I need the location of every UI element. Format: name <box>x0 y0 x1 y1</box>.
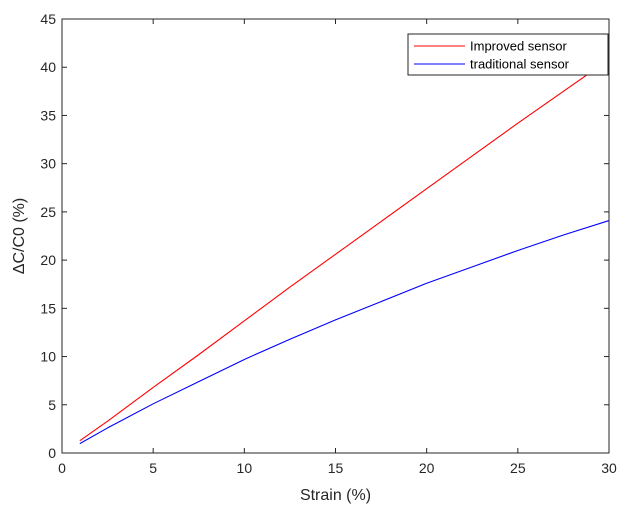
legend-label-traditional-sensor: traditional sensor <box>470 57 570 72</box>
x-tick-label: 30 <box>601 460 617 476</box>
y-tick-label: 10 <box>40 349 56 365</box>
y-axis-title: ΔC/C0 (%) <box>11 198 28 274</box>
x-tick-label: 0 <box>58 460 66 476</box>
legend-label-improved-sensor: Improved sensor <box>470 39 567 54</box>
y-tick-label: 0 <box>48 445 56 461</box>
plot-area <box>62 19 609 453</box>
x-ticks: 0 5 10 15 20 25 30 <box>58 19 617 476</box>
y-tick-label: 20 <box>40 252 56 268</box>
y-tick-label: 25 <box>40 204 56 220</box>
x-tick-label: 10 <box>237 460 253 476</box>
series-layer <box>79 58 610 444</box>
legend-box <box>407 33 609 76</box>
legend: Improved sensor traditional sensor <box>407 33 609 76</box>
x-tick-label: 20 <box>419 460 435 476</box>
x-tick-label: 25 <box>510 460 526 476</box>
y-tick-label: 15 <box>40 300 56 316</box>
series-line-traditional-sensor <box>79 220 610 444</box>
x-axis-title: Strain (%) <box>300 487 371 504</box>
y-tick-label: 40 <box>40 59 56 75</box>
y-ticks: 0 5 10 15 20 25 30 35 40 45 <box>40 11 609 461</box>
y-tick-label: 5 <box>48 397 56 413</box>
y-tick-label: 30 <box>40 156 56 172</box>
y-tick-label: 35 <box>40 107 56 123</box>
y-tick-label: 45 <box>40 11 56 27</box>
x-tick-label: 15 <box>328 460 344 476</box>
x-tick-label: 5 <box>149 460 157 476</box>
series-line-improved-sensor <box>79 58 610 442</box>
